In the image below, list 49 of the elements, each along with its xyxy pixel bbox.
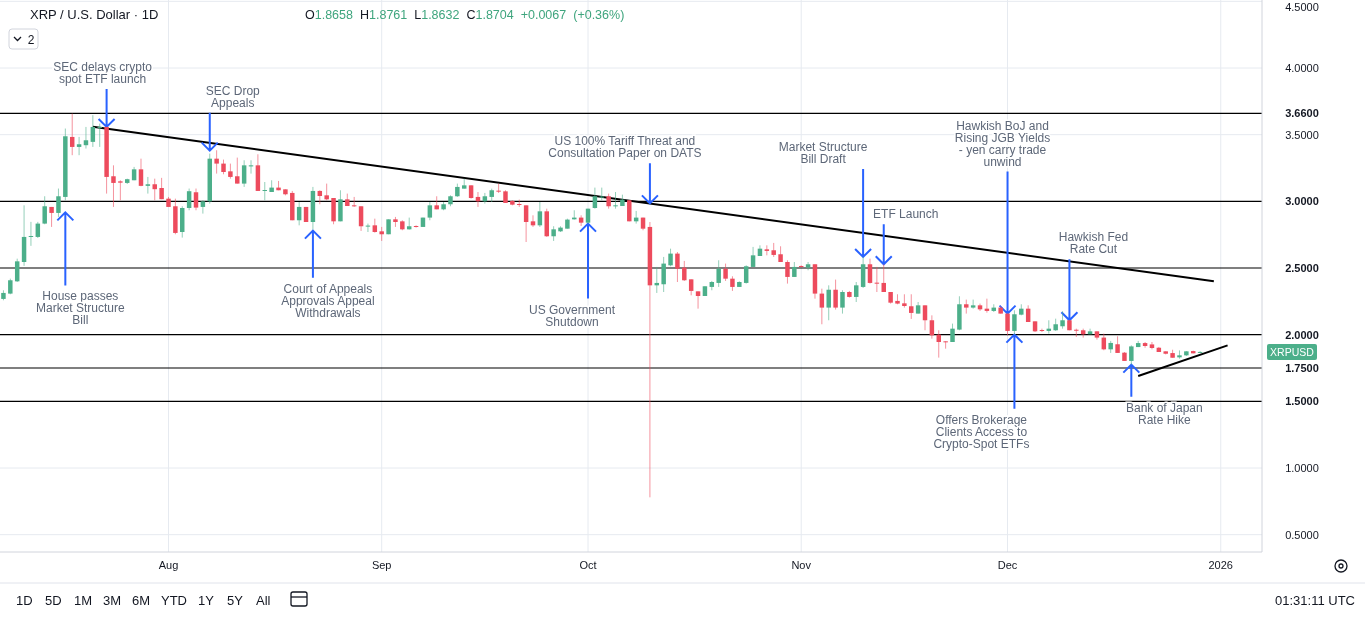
annotation: House passes Market Structure Bill bbox=[35, 289, 125, 328]
annotation: Offers Brokerage Clients Access to Crypto-Spot ETFs bbox=[933, 412, 1030, 451]
x-tick-label: Sep bbox=[371, 559, 392, 571]
candlestick bbox=[970, 299, 976, 310]
candlestick bbox=[365, 223, 371, 233]
ref-line-label: 2.5000 bbox=[1285, 262, 1319, 274]
candlestick bbox=[1039, 328, 1045, 333]
text: O1.8658 H1.8761 L1.8632 C1.8704 +0.0067 (+0.36%) bbox=[305, 8, 625, 22]
candlestick bbox=[200, 199, 206, 215]
annotation: Hawkish BoJ and Rising JGB Yields - yen carry trade unwind bbox=[954, 118, 1051, 169]
annotation: Court of Appeals Approvals Appeal Withdrawals bbox=[281, 281, 375, 320]
candlestick bbox=[943, 340, 948, 350]
y-tick-label: 1.0000 bbox=[1285, 462, 1319, 474]
annotation: SEC Drop Appeals bbox=[205, 83, 261, 110]
candlestick bbox=[798, 264, 804, 269]
candlestick bbox=[351, 196, 357, 208]
annotation: ETF Launch bbox=[873, 207, 939, 222]
text: XRPUSD bbox=[1270, 345, 1315, 358]
x-tick-label: Nov bbox=[791, 559, 812, 571]
annotation: SEC delays crypto spot ETF launch bbox=[53, 59, 153, 86]
x-tick-label: Aug bbox=[158, 559, 179, 571]
text: XRP / U.S. Dollar · 1D bbox=[30, 7, 159, 22]
x-tick-label: 2026 bbox=[1208, 559, 1233, 571]
candlestick bbox=[1197, 350, 1203, 354]
y-tick-label: 0.5000 bbox=[1285, 528, 1319, 541]
ref-line-label: 3.6600 bbox=[1285, 107, 1319, 120]
annotation: Market Structure Bill Draft bbox=[778, 139, 868, 166]
annotation: US Government Shutdown bbox=[528, 302, 616, 329]
annotation: Hawkish Fed Rate Cut bbox=[1058, 230, 1129, 257]
candlestick bbox=[805, 261, 811, 271]
candlestick bbox=[145, 176, 151, 195]
ref-line-label: 3.0000 bbox=[1285, 195, 1319, 208]
text: 01:31:11 UTC bbox=[1275, 593, 1355, 608]
y-tick-label: 3.5000 bbox=[1285, 128, 1319, 141]
x-tick-label: Oct bbox=[579, 559, 597, 571]
candlestick bbox=[1142, 341, 1148, 349]
annotation: US 100% Tariff Threat and Consultation Paper on DATS bbox=[548, 134, 702, 161]
candlestick bbox=[695, 290, 701, 310]
ref-line-label: 1.7500 bbox=[1285, 362, 1319, 374]
annotation: Bank of Japan Rate Hike bbox=[1125, 400, 1203, 427]
y-tick-label: 4.0000 bbox=[1285, 62, 1319, 74]
x-tick-label: Dec bbox=[997, 559, 1018, 571]
y-tick-label: 4.5000 bbox=[1285, 1, 1319, 13]
text: 1D 5D 1M 3M 6M YTD 1Y 5Y All bbox=[16, 593, 271, 608]
candlestick bbox=[413, 224, 419, 229]
ref-line-label: 2.0000 bbox=[1285, 328, 1319, 341]
annotation: 2 bbox=[27, 33, 35, 47]
ref-line-label: 1.5000 bbox=[1285, 395, 1319, 408]
candlestick bbox=[613, 191, 618, 210]
